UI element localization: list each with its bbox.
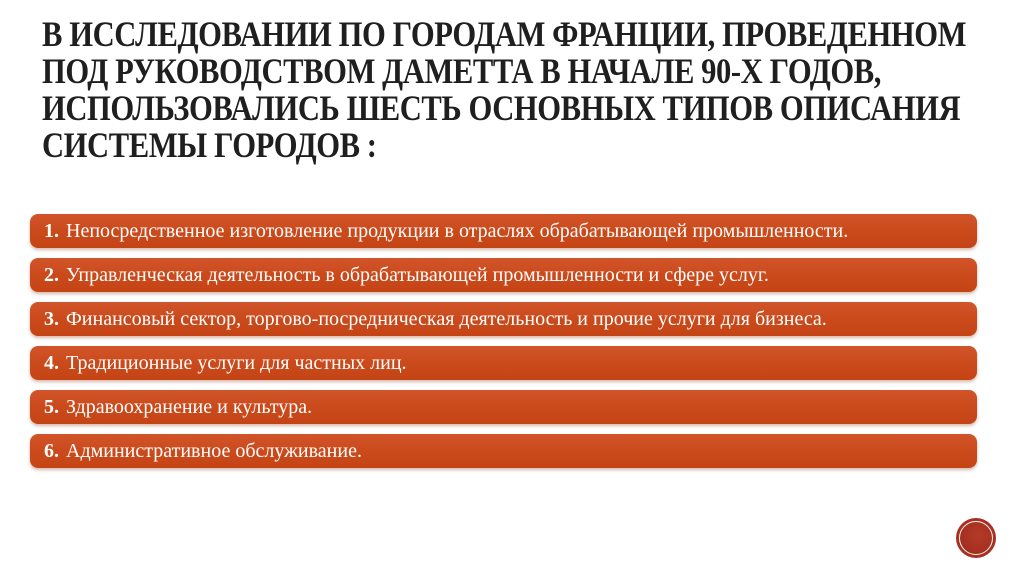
- decorative-stamp-circle: [956, 518, 996, 558]
- list-item-number: 1.: [44, 219, 59, 242]
- list-item-text: Административное обслуживание.: [66, 439, 362, 462]
- list-item-number: 4.: [44, 351, 59, 374]
- list-item-number: 2.: [44, 263, 59, 286]
- slide-title: В ИССЛЕДОВАНИИ ПО ГОРОДАМ ФРАНЦИИ, ПРОВЕ…: [42, 16, 1002, 164]
- list-item: 1. Непосредственное изготовление продукц…: [30, 214, 977, 248]
- slide-title-line: ИСПОЛЬЗОВАЛИСЬ ШЕСТЬ ОСНОВНЫХ ТИПОВ ОПИС…: [42, 88, 961, 128]
- list-item: 2. Управленческая деятельность в обрабат…: [30, 258, 977, 292]
- list-item-number: 5.: [44, 395, 59, 418]
- list-item-text: Финансовый сектор, торгово-посредническа…: [66, 307, 827, 330]
- slide-title-line: В ИССЛЕДОВАНИИ ПО ГОРОДАМ ФРАНЦИИ, ПРОВЕ…: [42, 14, 967, 54]
- list-item-text: Непосредственное изготовление продукции …: [66, 219, 849, 242]
- list-item-number: 6.: [44, 439, 59, 462]
- stamp-inner-ring-icon: [959, 521, 993, 555]
- slide-title-line: СИСТЕМЫ ГОРОДОВ :: [42, 125, 377, 165]
- slide-title-line: ПОД РУКОВОДСТВОМ ДАМЕТТА В НАЧАЛЕ 90-Х Г…: [42, 51, 881, 91]
- list-item: 6. Административное обслуживание.: [30, 434, 977, 468]
- list-item-number: 3.: [44, 307, 59, 330]
- list-item-text: Здравоохранение и культура.: [66, 395, 313, 418]
- list-item: 3. Финансовый сектор, торгово-посредниче…: [30, 302, 977, 336]
- list-item-text: Традиционные услуги для частных лиц.: [66, 351, 407, 374]
- list-item: 4. Традиционные услуги для частных лиц.: [30, 346, 977, 380]
- numbered-list: 1. Непосредственное изготовление продукц…: [30, 214, 977, 478]
- list-item-text: Управленческая деятельность в обрабатыва…: [66, 263, 769, 286]
- list-item: 5. Здравоохранение и культура.: [30, 390, 977, 424]
